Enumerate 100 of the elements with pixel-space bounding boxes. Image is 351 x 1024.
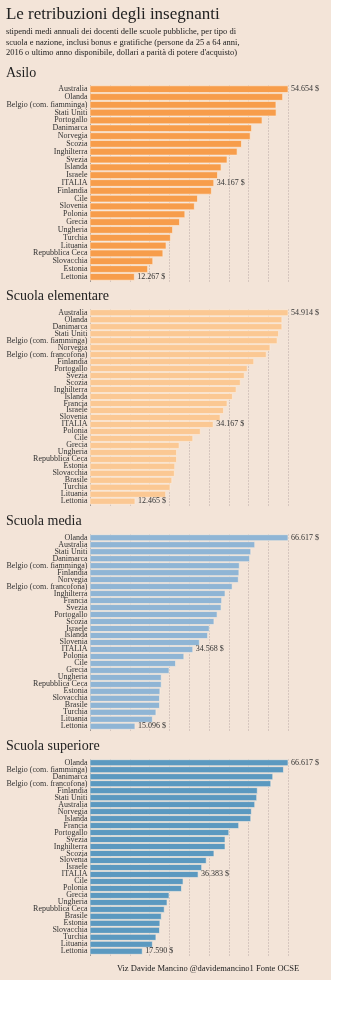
y-tick-label: Israele bbox=[66, 170, 88, 180]
y-tick-label: Stati Uniti bbox=[54, 328, 89, 338]
y-tick-label: Repubblica Ceca bbox=[33, 248, 88, 258]
y-tick-label: Slovacchia bbox=[52, 925, 88, 935]
y-tick-label: Australia bbox=[58, 799, 88, 809]
y-tick-label: Olanda bbox=[64, 314, 88, 324]
y-tick-label: Lituania bbox=[60, 939, 88, 949]
y-tick-label: Polonia bbox=[63, 209, 88, 219]
y-tick-label: Finlandia bbox=[57, 185, 88, 195]
y-tick-label: Svezia bbox=[66, 154, 88, 164]
y-tick-label: Grecia bbox=[66, 665, 88, 675]
y-tick-label: ITALIA bbox=[61, 419, 88, 429]
y-tick-label: Slovenia bbox=[59, 855, 88, 865]
y-tick-label: Cile bbox=[74, 658, 88, 668]
y-tick-label: Israele bbox=[66, 623, 88, 633]
y-tick-label: ITALIA bbox=[61, 644, 88, 654]
y-tick-label: Stati Uniti bbox=[54, 792, 89, 802]
y-tick-label: Belgio (com. fiamminga) bbox=[6, 99, 88, 109]
y-tick-label: Brasile bbox=[64, 700, 88, 710]
y-tick-label: Stati Uniti bbox=[54, 107, 89, 117]
text: 15.096 $ bbox=[137, 721, 166, 731]
y-tick-label: Norvegia bbox=[57, 806, 88, 816]
y-tick-label: Brasile bbox=[64, 475, 88, 485]
y-tick-label: Estonia bbox=[63, 264, 88, 274]
y-tick-label: Cile bbox=[74, 876, 88, 886]
text: Le retribuzioni degli insegnanti bbox=[5, 4, 221, 24]
y-tick-label: Slovacchia bbox=[52, 468, 88, 478]
y-tick-label: Israele bbox=[66, 405, 88, 415]
y-tick-label: Francia bbox=[63, 398, 88, 408]
y-tick-label: Turchia bbox=[62, 232, 88, 242]
y-tick-label: Ungheria bbox=[57, 672, 88, 682]
y-tick-label: Slovenia bbox=[59, 412, 88, 422]
y-tick-label: Stati Uniti bbox=[54, 546, 89, 556]
text: 54.914 $ bbox=[291, 307, 319, 317]
y-tick-label: Lettonia bbox=[60, 496, 88, 506]
y-tick-label: Lituania bbox=[60, 489, 88, 499]
y-tick-label: Turchia bbox=[62, 707, 88, 717]
y-tick-label: Polonia bbox=[63, 426, 88, 436]
text: 66.617 $ bbox=[291, 757, 319, 767]
y-tick-label: Belgio (com. fiamminga) bbox=[6, 560, 88, 570]
text: 66.617 $ bbox=[291, 532, 319, 542]
y-tick-label: Scozia bbox=[66, 138, 88, 148]
y-tick-label: Australia bbox=[58, 539, 88, 549]
y-tick-label: Slovenia bbox=[59, 201, 88, 211]
y-tick-label: Danimarca bbox=[52, 123, 88, 133]
text: stipendi medi annuali dei docenti delle scuole pubbliche, per tipo di scuola e nazione, inclusi bonus e gratifiche (persone da 25 a 64 anni, 2016 o ultimo anno disponibile, dollari a parità di potere d'acquisto) bbox=[5, 26, 240, 58]
y-tick-label: Lettonia bbox=[60, 721, 88, 731]
y-tick-label: Slovacchia bbox=[52, 256, 88, 266]
y-tick-label: Cile bbox=[74, 433, 88, 443]
text: 54.654 $ bbox=[291, 84, 319, 94]
chart-title: Scuola superiore bbox=[5, 738, 100, 754]
text: 12.465 $ bbox=[137, 496, 166, 506]
y-tick-label: Olanda bbox=[64, 532, 88, 542]
y-tick-label: Australia bbox=[58, 84, 88, 94]
y-tick-label: Francia bbox=[63, 820, 88, 830]
y-tick-label: Estonia bbox=[63, 461, 88, 471]
y-tick-label: Islanda bbox=[64, 162, 88, 172]
chart-title: Scuola media bbox=[5, 513, 83, 529]
y-tick-label: Portogallo bbox=[54, 363, 88, 373]
y-tick-label: Olanda bbox=[64, 757, 88, 767]
y-tick-label: Olanda bbox=[64, 91, 88, 101]
y-tick-label: Inghilterra bbox=[53, 146, 88, 156]
y-tick-label: Norvegia bbox=[57, 574, 88, 584]
y-tick-label: Portogallo bbox=[54, 827, 88, 837]
y-tick-label: Turchia bbox=[62, 932, 88, 942]
y-tick-label: Australia bbox=[58, 307, 88, 317]
y-tick-label: Danimarca bbox=[52, 321, 88, 331]
y-tick-label: Portogallo bbox=[54, 609, 88, 619]
chart-title: Asilo bbox=[5, 64, 37, 80]
y-tick-label: Svezia bbox=[66, 602, 88, 612]
y-tick-label: Polonia bbox=[63, 651, 88, 661]
y-tick-label: Grecia bbox=[66, 440, 88, 450]
y-tick-label: Danimarca bbox=[52, 553, 88, 563]
y-tick-label: Ungheria bbox=[57, 224, 88, 234]
y-tick-label: Lituania bbox=[60, 240, 88, 250]
y-tick-label: Polonia bbox=[63, 883, 88, 893]
y-tick-label: Islanda bbox=[64, 630, 88, 640]
y-tick-label: Lettonia bbox=[60, 946, 88, 956]
y-tick-label: Belgio (com. fiamminga) bbox=[6, 764, 88, 774]
y-tick-label: Inghilterra bbox=[53, 841, 88, 851]
text: 17.590 $ bbox=[145, 946, 174, 956]
y-tick-label: Scozia bbox=[66, 848, 88, 858]
y-tick-label: Israele bbox=[66, 862, 88, 872]
y-tick-label: Grecia bbox=[66, 890, 88, 900]
y-tick-label: Scozia bbox=[66, 377, 88, 387]
y-tick-label: Slovenia bbox=[59, 637, 88, 647]
y-tick-label: Portogallo bbox=[54, 115, 88, 125]
y-tick-label: Estonia bbox=[63, 918, 88, 928]
y-tick-label: Brasile bbox=[64, 911, 88, 921]
y-tick-label: Norvegia bbox=[57, 131, 88, 141]
y-tick-label: Inghilterra bbox=[53, 384, 88, 394]
y-tick-label: ITALIA bbox=[61, 869, 88, 879]
y-tick-label: Lituania bbox=[60, 714, 88, 724]
y-tick-label: Cile bbox=[74, 193, 88, 203]
y-tick-label: ITALIA bbox=[61, 178, 88, 187]
y-tick-label: Grecia bbox=[66, 217, 88, 227]
text: 34.167 $ bbox=[216, 419, 245, 429]
text: 34.167 $ bbox=[216, 178, 245, 187]
chart-title: Scuola elementare bbox=[5, 288, 109, 304]
text: 12.267 $ bbox=[137, 271, 166, 281]
